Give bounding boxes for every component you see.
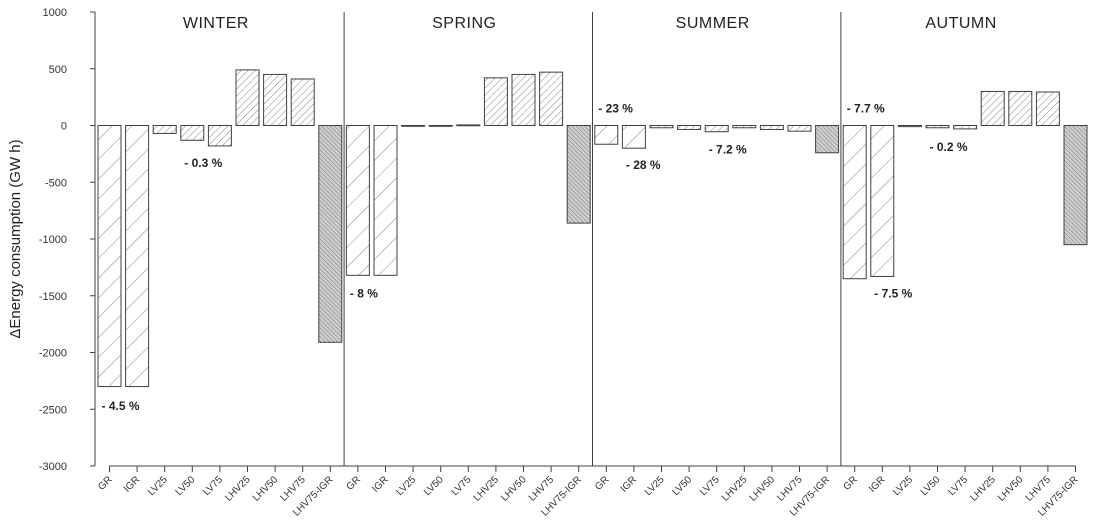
bars (97, 69, 1088, 388)
y-axis-label: ΔEnergy consumption (GW h) (7, 139, 24, 338)
y-tick-label: 1000 (43, 7, 67, 19)
bar (180, 125, 205, 141)
x-tick-label: LHV50 (251, 474, 281, 504)
y-tick-label: -3000 (39, 461, 67, 473)
bar (428, 125, 453, 127)
x-tick-label: GR (96, 474, 114, 492)
bar (125, 125, 150, 388)
bar (621, 125, 646, 149)
bar (290, 78, 315, 126)
y-tick-label: -2500 (39, 404, 67, 416)
y-tick-label: -1000 (39, 234, 67, 246)
x-tick-label: LV25 (394, 474, 418, 498)
x-tick-label: IGR (867, 474, 887, 494)
data-annotation: - 7.2 % (709, 142, 747, 156)
y-tick-label: -1500 (39, 291, 67, 303)
x-tick-label: IGR (370, 474, 390, 494)
bar (649, 125, 674, 129)
x-tick-label: LV50 (174, 474, 198, 498)
x-tick-label: LV25 (146, 474, 170, 498)
x-tick-label: LV50 (919, 474, 943, 498)
x-tick-label: IGR (122, 474, 142, 494)
bar (1063, 125, 1088, 246)
bar (925, 125, 950, 129)
bar (897, 125, 922, 128)
bar (953, 125, 978, 130)
bar (759, 125, 784, 130)
data-annotation: - 4.5 % (102, 399, 140, 413)
bar (401, 125, 426, 127)
panel-title: WINTER (183, 15, 249, 32)
panel-title: SUMMER (676, 15, 750, 32)
x-tick-label: GR (593, 474, 611, 492)
bar (815, 125, 840, 154)
x-tick-label: LV75 (450, 474, 474, 498)
x-tick-label: LHV25 (968, 474, 998, 504)
data-annotation: - 7.5 % (874, 286, 912, 300)
bar (842, 125, 867, 280)
bar (787, 125, 812, 132)
y-tick-label: -2000 (39, 348, 67, 360)
x-tick-label: LHV50 (748, 474, 778, 504)
bar (318, 125, 343, 343)
bar (456, 124, 481, 127)
bar (594, 125, 619, 145)
x-tick-label: GR (841, 474, 859, 492)
x-tick-label: IGR (619, 474, 639, 494)
bar (704, 125, 729, 133)
x-tick-label: LV50 (422, 474, 446, 498)
x-tick-label: LHV25 (720, 474, 750, 504)
data-annotation: - 7.7 % (847, 101, 885, 115)
x-tick-label: LHV50 (499, 474, 529, 504)
bar (1035, 91, 1060, 126)
x-tick-label: LHV25 (223, 474, 253, 504)
x-tick-label: GR (345, 474, 363, 492)
x-tick-label: LV50 (670, 474, 694, 498)
x-tick-label: LV75 (946, 474, 970, 498)
data-annotation: - 0.2 % (930, 140, 968, 154)
y-tick-label: 0 (61, 121, 67, 133)
bar (980, 90, 1005, 126)
bar (1008, 90, 1033, 126)
bar (207, 125, 232, 147)
y-tick-label: -500 (45, 177, 67, 189)
bar (97, 125, 122, 388)
x-tick-label: LV25 (891, 474, 915, 498)
bar (511, 73, 536, 127)
bar (566, 125, 591, 224)
bar (483, 77, 508, 126)
y-tick-label: 500 (49, 64, 67, 76)
bar (373, 125, 398, 276)
bar (732, 125, 757, 129)
x-tick-label: LHV25 (472, 474, 502, 504)
data-annotation: - 0.3 % (184, 156, 222, 170)
bar (677, 125, 702, 130)
bar (539, 71, 564, 126)
bar (263, 73, 288, 127)
x-tick-label: LV75 (201, 474, 225, 498)
data-annotation: - 28 % (626, 158, 661, 172)
bar (870, 125, 895, 277)
data-annotation: - 23 % (598, 101, 633, 115)
bar (235, 69, 260, 127)
x-tick-label: LV75 (698, 474, 722, 498)
data-annotation: - 8 % (350, 286, 378, 300)
panel-title: AUTUMN (925, 15, 996, 32)
axes (90, 11, 1076, 472)
bar (345, 125, 370, 276)
x-tick-label: LHV50 (996, 474, 1026, 504)
bar (152, 125, 177, 134)
panel-title: SPRING (432, 15, 496, 32)
x-tick-label: LV25 (643, 474, 667, 498)
